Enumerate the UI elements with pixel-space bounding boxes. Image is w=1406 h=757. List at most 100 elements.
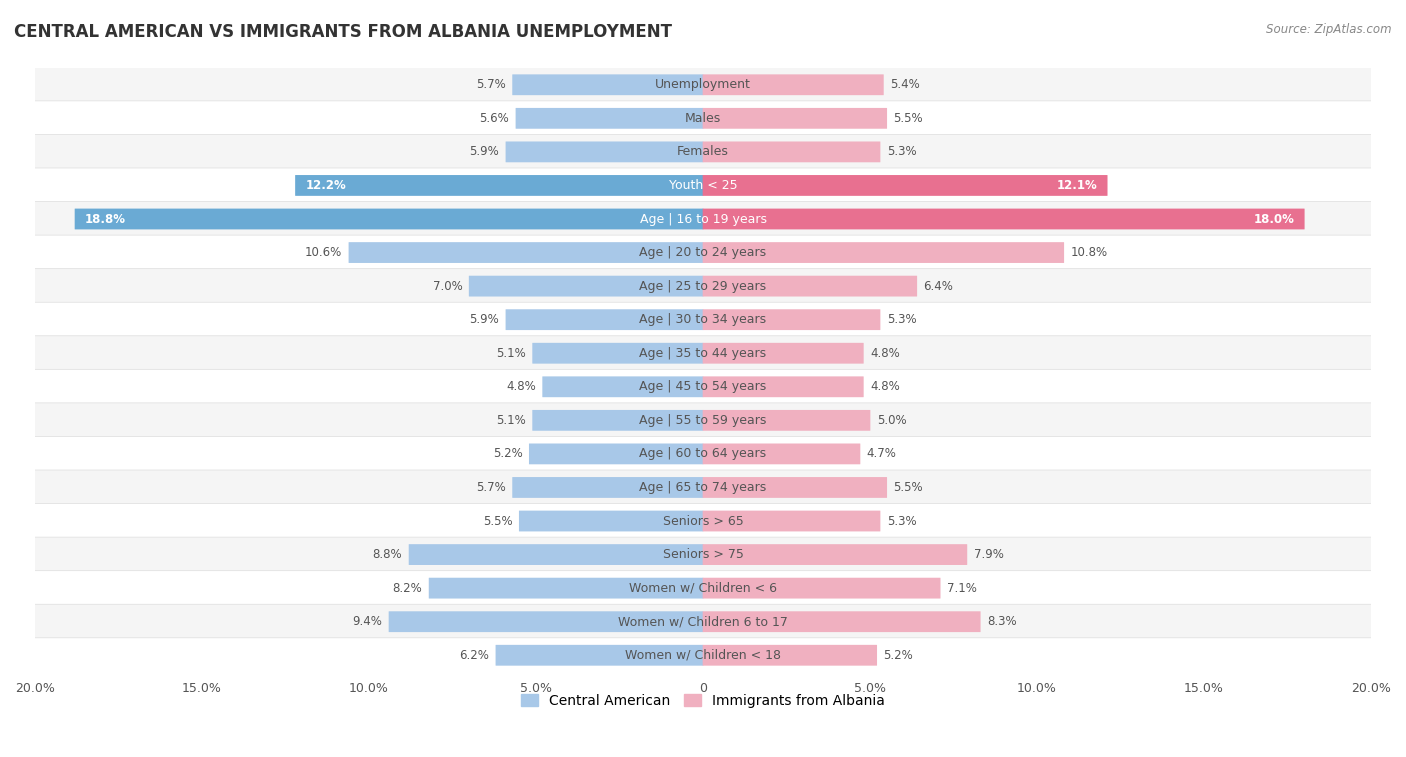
Text: 12.1%: 12.1% xyxy=(1056,179,1097,192)
Text: 10.6%: 10.6% xyxy=(305,246,342,259)
Text: Males: Males xyxy=(685,112,721,125)
Text: 9.4%: 9.4% xyxy=(353,615,382,628)
FancyBboxPatch shape xyxy=(533,343,703,363)
FancyBboxPatch shape xyxy=(388,612,703,632)
FancyBboxPatch shape xyxy=(75,209,703,229)
FancyBboxPatch shape xyxy=(429,578,703,599)
Text: Age | 45 to 54 years: Age | 45 to 54 years xyxy=(640,380,766,394)
Text: Women w/ Children < 6: Women w/ Children < 6 xyxy=(628,581,778,595)
FancyBboxPatch shape xyxy=(506,310,703,330)
FancyBboxPatch shape xyxy=(703,142,880,162)
FancyBboxPatch shape xyxy=(703,410,870,431)
FancyBboxPatch shape xyxy=(34,302,1372,337)
Text: Females: Females xyxy=(678,145,728,158)
FancyBboxPatch shape xyxy=(34,269,1372,304)
Text: 4.7%: 4.7% xyxy=(866,447,897,460)
FancyBboxPatch shape xyxy=(703,376,863,397)
Text: Age | 35 to 44 years: Age | 35 to 44 years xyxy=(640,347,766,360)
Text: 5.3%: 5.3% xyxy=(887,515,917,528)
FancyBboxPatch shape xyxy=(703,343,863,363)
FancyBboxPatch shape xyxy=(295,175,703,196)
FancyBboxPatch shape xyxy=(512,477,703,498)
Text: 7.1%: 7.1% xyxy=(946,581,977,595)
Text: 5.9%: 5.9% xyxy=(470,145,499,158)
Text: CENTRAL AMERICAN VS IMMIGRANTS FROM ALBANIA UNEMPLOYMENT: CENTRAL AMERICAN VS IMMIGRANTS FROM ALBA… xyxy=(14,23,672,41)
Text: 5.1%: 5.1% xyxy=(496,414,526,427)
FancyBboxPatch shape xyxy=(34,336,1372,371)
Text: 18.8%: 18.8% xyxy=(84,213,127,226)
FancyBboxPatch shape xyxy=(703,645,877,665)
Text: 4.8%: 4.8% xyxy=(870,380,900,394)
FancyBboxPatch shape xyxy=(349,242,703,263)
FancyBboxPatch shape xyxy=(703,477,887,498)
Text: Age | 20 to 24 years: Age | 20 to 24 years xyxy=(640,246,766,259)
FancyBboxPatch shape xyxy=(34,168,1372,203)
Text: 5.1%: 5.1% xyxy=(496,347,526,360)
FancyBboxPatch shape xyxy=(34,369,1372,404)
Text: Seniors > 75: Seniors > 75 xyxy=(662,548,744,561)
Text: Age | 65 to 74 years: Age | 65 to 74 years xyxy=(640,481,766,494)
FancyBboxPatch shape xyxy=(34,571,1372,606)
FancyBboxPatch shape xyxy=(703,544,967,565)
FancyBboxPatch shape xyxy=(468,276,703,297)
Text: 8.3%: 8.3% xyxy=(987,615,1017,628)
Text: 5.4%: 5.4% xyxy=(890,78,920,92)
Text: Age | 25 to 29 years: Age | 25 to 29 years xyxy=(640,279,766,293)
FancyBboxPatch shape xyxy=(703,511,880,531)
Text: 5.6%: 5.6% xyxy=(479,112,509,125)
FancyBboxPatch shape xyxy=(703,108,887,129)
Text: Age | 55 to 59 years: Age | 55 to 59 years xyxy=(640,414,766,427)
FancyBboxPatch shape xyxy=(516,108,703,129)
Text: 5.7%: 5.7% xyxy=(477,481,506,494)
FancyBboxPatch shape xyxy=(703,612,980,632)
FancyBboxPatch shape xyxy=(34,201,1372,236)
FancyBboxPatch shape xyxy=(34,101,1372,136)
FancyBboxPatch shape xyxy=(703,175,1108,196)
Text: 5.5%: 5.5% xyxy=(893,481,922,494)
FancyBboxPatch shape xyxy=(34,537,1372,572)
Text: 4.8%: 4.8% xyxy=(870,347,900,360)
Text: 5.2%: 5.2% xyxy=(883,649,912,662)
Legend: Central American, Immigrants from Albania: Central American, Immigrants from Albani… xyxy=(516,688,890,713)
FancyBboxPatch shape xyxy=(703,310,880,330)
FancyBboxPatch shape xyxy=(495,645,703,665)
Text: 5.3%: 5.3% xyxy=(887,313,917,326)
FancyBboxPatch shape xyxy=(703,209,1305,229)
Text: 6.2%: 6.2% xyxy=(460,649,489,662)
Text: Unemployment: Unemployment xyxy=(655,78,751,92)
Text: Age | 30 to 34 years: Age | 30 to 34 years xyxy=(640,313,766,326)
Text: 8.2%: 8.2% xyxy=(392,581,422,595)
FancyBboxPatch shape xyxy=(34,135,1372,170)
Text: Age | 60 to 64 years: Age | 60 to 64 years xyxy=(640,447,766,460)
FancyBboxPatch shape xyxy=(703,242,1064,263)
Text: 18.0%: 18.0% xyxy=(1253,213,1295,226)
FancyBboxPatch shape xyxy=(409,544,703,565)
Text: 8.8%: 8.8% xyxy=(373,548,402,561)
FancyBboxPatch shape xyxy=(34,67,1372,102)
FancyBboxPatch shape xyxy=(506,142,703,162)
FancyBboxPatch shape xyxy=(703,578,941,599)
Text: Source: ZipAtlas.com: Source: ZipAtlas.com xyxy=(1267,23,1392,36)
Text: 5.5%: 5.5% xyxy=(484,515,513,528)
FancyBboxPatch shape xyxy=(34,638,1372,673)
FancyBboxPatch shape xyxy=(34,437,1372,472)
FancyBboxPatch shape xyxy=(34,470,1372,505)
FancyBboxPatch shape xyxy=(703,276,917,297)
Text: 4.8%: 4.8% xyxy=(506,380,536,394)
FancyBboxPatch shape xyxy=(703,444,860,464)
FancyBboxPatch shape xyxy=(34,503,1372,538)
Text: 7.9%: 7.9% xyxy=(973,548,1004,561)
FancyBboxPatch shape xyxy=(543,376,703,397)
Text: 5.5%: 5.5% xyxy=(893,112,922,125)
Text: Women w/ Children < 18: Women w/ Children < 18 xyxy=(626,649,780,662)
Text: Women w/ Children 6 to 17: Women w/ Children 6 to 17 xyxy=(619,615,787,628)
FancyBboxPatch shape xyxy=(512,74,703,95)
FancyBboxPatch shape xyxy=(34,235,1372,270)
FancyBboxPatch shape xyxy=(34,604,1372,639)
Text: 5.3%: 5.3% xyxy=(887,145,917,158)
Text: 12.2%: 12.2% xyxy=(305,179,346,192)
Text: 5.2%: 5.2% xyxy=(494,447,523,460)
FancyBboxPatch shape xyxy=(34,403,1372,438)
Text: 10.8%: 10.8% xyxy=(1070,246,1108,259)
FancyBboxPatch shape xyxy=(519,511,703,531)
